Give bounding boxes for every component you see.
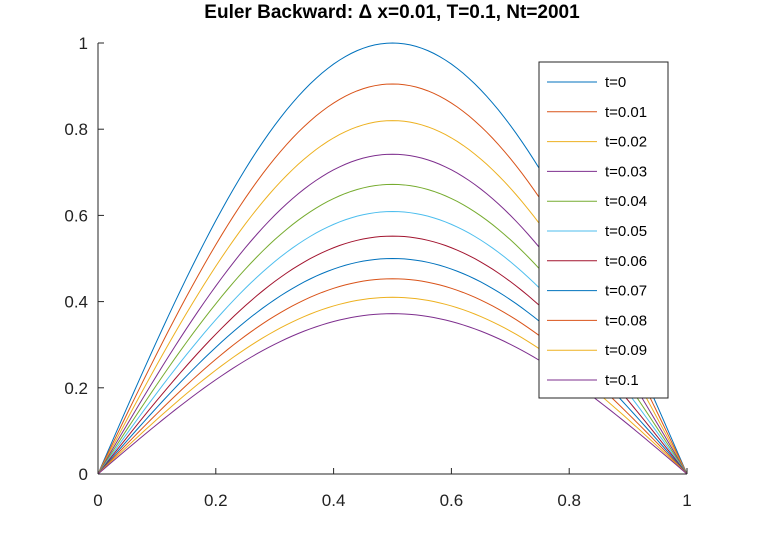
y-tick-label: 0.4 — [64, 293, 88, 312]
y-tick-label: 1 — [79, 34, 88, 53]
legend-label: t=0.04 — [605, 193, 647, 210]
y-tick-label: 0 — [79, 465, 88, 484]
legend-box — [538, 61, 669, 399]
x-tick-label: 1 — [682, 491, 691, 510]
legend-label: t=0.1 — [605, 372, 639, 389]
legend-label: t=0.06 — [605, 253, 647, 270]
x-tick-label: 0.8 — [557, 491, 581, 510]
y-tick-label: 0.6 — [64, 206, 88, 225]
legend-label: t=0 — [605, 74, 626, 91]
legend-label: t=0.08 — [605, 312, 647, 329]
x-tick-label: 0.4 — [322, 491, 346, 510]
y-tick-label: 0.8 — [64, 120, 88, 139]
y-ticks: 0 0.2 0.4 0.6 0.8 1 — [64, 34, 104, 484]
y-tick-label: 0.2 — [64, 379, 88, 398]
x-tick-label: 0.6 — [440, 491, 464, 510]
chart-title: Euler Backward: Δ x=0.01, T=0.1, Nt=2001 — [204, 2, 580, 23]
legend-label: t=0.07 — [605, 283, 647, 300]
legend-label: t=0.05 — [605, 223, 647, 240]
legend-label: t=0.03 — [605, 163, 647, 180]
x-tick-label: 0 — [93, 491, 102, 510]
x-tick-label: 0.2 — [204, 491, 228, 510]
legend: t=0 t=0.01 t=0.02 t=0.03 t=0.04 t=0.05 t=0.06 t… — [538, 61, 669, 399]
plot-area: 0 0.2 0.4 0.6 0.8 1 0 0.2 0.4 0.6 0.8 1 — [64, 34, 691, 510]
legend-label: t=0.01 — [605, 104, 647, 121]
x-ticks: 0 0.2 0.4 0.6 0.8 1 — [93, 468, 692, 510]
legend-items: t=0 t=0.01 t=0.02 t=0.03 t=0.04 t=0.05 t=0.06 t… — [547, 74, 647, 389]
legend-label: t=0.09 — [605, 342, 647, 359]
legend-label: t=0.02 — [605, 134, 647, 151]
